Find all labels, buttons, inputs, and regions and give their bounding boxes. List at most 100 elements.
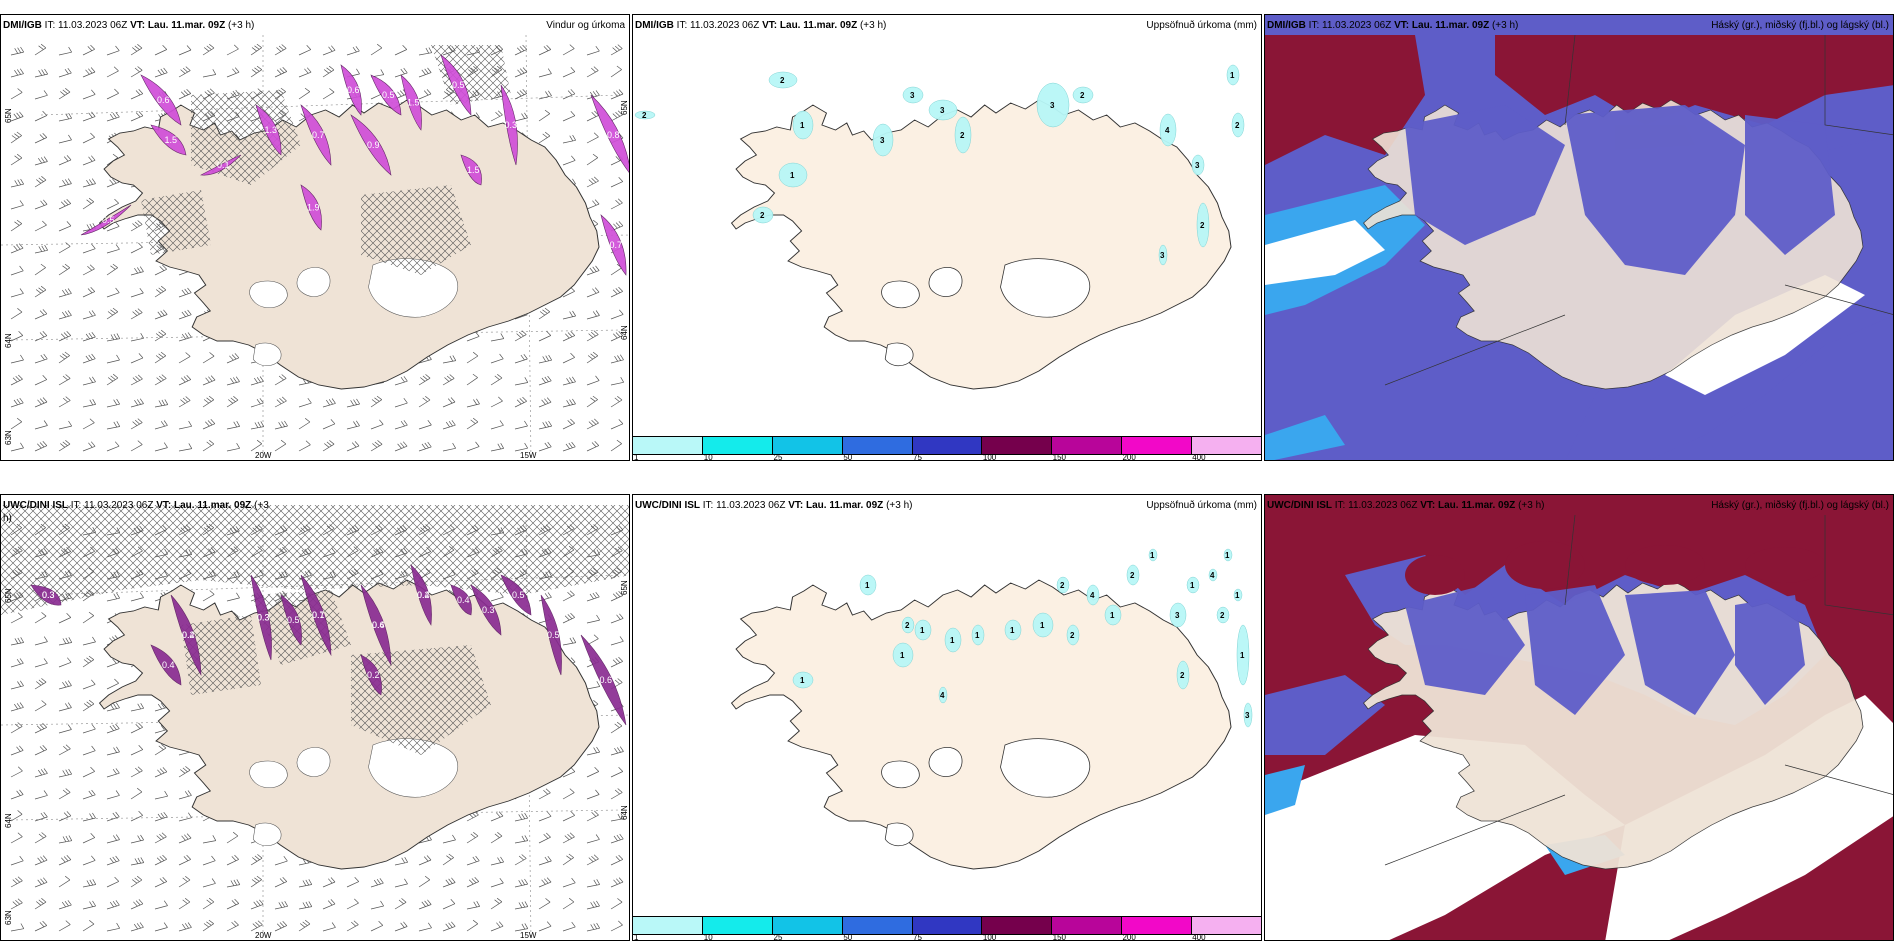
legend-color-swatch bbox=[772, 437, 843, 454]
contour-value-label: 2 bbox=[780, 76, 785, 85]
model-name: DMI/IGB bbox=[3, 20, 42, 31]
panel-accum-precip-uwc: 1 1 1 1 1 1 1 2 4 1 2 3 2 2 1 1 2 4 1 1 3 4 2 1 1 UWC/DINI ISL IT… bbox=[632, 494, 1262, 941]
precip-value-label: 0.7 bbox=[312, 130, 325, 140]
contour-value-label: 4 bbox=[1165, 126, 1170, 135]
legend-tick-label: 1 bbox=[634, 453, 639, 461]
vt-label: VT: bbox=[762, 20, 778, 31]
valid-time: Lau. 11.mar. 09Z bbox=[806, 500, 884, 511]
contour-value-label: 2 bbox=[1200, 221, 1205, 230]
legend-color-swatch bbox=[982, 437, 1053, 454]
longitude-label: 15W bbox=[520, 931, 537, 940]
panel-clouds-uwc: UWC/DINI ISL IT: 11.03.2023 06Z VT: Lau.… bbox=[1264, 494, 1894, 941]
contour-value-label: 1 bbox=[920, 626, 925, 635]
contour-value-label: 3 bbox=[1195, 161, 1200, 170]
panel-title: Háský (gr.), miðský (fj.bl.) og lágský (… bbox=[1711, 500, 1889, 511]
cloud-cover-map bbox=[1265, 495, 1893, 940]
precip-value-label: 0.1 bbox=[217, 160, 230, 170]
model-name: DMI/IGB bbox=[1267, 20, 1306, 31]
contour-value-label: 1 bbox=[900, 651, 905, 660]
precip-value-label: 0.5 bbox=[547, 630, 560, 640]
legend-tick-label: 400 bbox=[1192, 453, 1206, 461]
precip-value-label: 0.5 bbox=[102, 215, 115, 225]
init-time: 11.03.2023 06Z bbox=[58, 20, 128, 31]
legend-tick-label: 150 bbox=[1052, 453, 1067, 461]
init-time: 11.03.2023 06Z bbox=[1322, 20, 1392, 31]
lead-time-continued: h) bbox=[3, 513, 12, 524]
latitude-label-right: 65N bbox=[620, 580, 629, 595]
legend-tick-label: 50 bbox=[843, 933, 853, 941]
precip-value-label: 0.6 bbox=[157, 95, 170, 105]
contour-value-label: 1 bbox=[1010, 626, 1015, 635]
init-time: 11.03.2023 06Z bbox=[690, 20, 760, 31]
precip-shading bbox=[80, 54, 629, 276]
it-label: IT: bbox=[44, 20, 56, 31]
legend-tick-label: 200 bbox=[1122, 453, 1136, 461]
panel-title: Háský (gr.), miðský (fj.bl.) og lágský (… bbox=[1711, 20, 1889, 31]
legend-tick-label: 10 bbox=[703, 453, 713, 461]
legend-tick-label: 50 bbox=[843, 453, 853, 461]
panel-clouds-dmi: DMI/IGB IT: 11.03.2023 06Z VT: Lau. 11.m… bbox=[1264, 14, 1894, 461]
legend-tick-label: 400 bbox=[1192, 933, 1206, 941]
wind-precip-map: 0.6 1.5 0.5 0.1 1.3 0.7 0.9 1.5 0.5 0.3 1.5 0.8 0.7 1… bbox=[1, 34, 629, 460]
contour-value-label: 2 bbox=[1080, 91, 1085, 100]
precip-value-label: 1.9 bbox=[307, 203, 320, 213]
contour-value-label: 2 bbox=[1060, 581, 1065, 590]
legend-color-swatch bbox=[842, 917, 913, 934]
precip-value-label: 1.5 bbox=[165, 135, 178, 145]
contour-value-label: 1 bbox=[1190, 581, 1195, 590]
lead-time: (+3 h) bbox=[1491, 20, 1519, 31]
contour-value-label: 2 bbox=[905, 621, 910, 630]
it-label: IT: bbox=[1308, 20, 1320, 31]
contour-value-label: 1 bbox=[1235, 591, 1240, 600]
precip-contours: 2 1 1 2 3 3 3 2 3 2 4 3 2 1 2 3 2 bbox=[634, 64, 1245, 266]
contour-value-label: 3 bbox=[1245, 711, 1250, 720]
precip-value-label: 0.2 bbox=[417, 590, 430, 600]
legend-tick-label: 200 bbox=[1122, 933, 1136, 941]
legend-tick-label: 100 bbox=[982, 933, 997, 941]
contour-value-label: 1 bbox=[800, 121, 805, 130]
valid-time: Lau. 11.mar. 09Z bbox=[1438, 500, 1516, 511]
model-name: UWC/DINI ISL bbox=[1267, 500, 1332, 511]
precip-value-label: 0.3 bbox=[42, 590, 55, 600]
contour-value-label: 2 bbox=[1130, 571, 1135, 580]
contour-value-label: 3 bbox=[910, 91, 915, 100]
legend-color-swatch bbox=[842, 437, 913, 454]
valid-time: Lau. 11.mar. 09Z bbox=[779, 20, 858, 31]
latitude-label: 64N bbox=[4, 333, 13, 348]
panel-accum-precip-dmi: 2 1 1 2 3 3 3 2 3 2 4 3 2 1 2 3 2 DMI/IGB IT: 11.03.2023 … bbox=[632, 14, 1262, 461]
legend-tick-label: 100 bbox=[982, 453, 997, 461]
precip-value-label: 0.6 bbox=[347, 85, 360, 95]
init-time: 11.03.2023 06Z bbox=[1348, 500, 1418, 511]
precip-shading bbox=[30, 564, 627, 726]
precip-value-label: 0.5 bbox=[287, 615, 300, 625]
contour-value-label: 2 bbox=[760, 211, 765, 220]
cloud-cover-map bbox=[1265, 15, 1893, 460]
precip-value-label: 0.5 bbox=[512, 590, 525, 600]
longitude-label: 20W bbox=[255, 931, 272, 940]
latitude-label: 63N bbox=[4, 430, 13, 445]
contour-value-label: 1 bbox=[1230, 71, 1235, 80]
contour-value-label: 3 bbox=[1175, 611, 1180, 620]
longitude-label: 15W bbox=[520, 451, 537, 460]
contour-value-label: 1 bbox=[790, 171, 795, 180]
iceland-landmass bbox=[98, 579, 600, 870]
lead-time: (+3 h) bbox=[227, 20, 255, 31]
contour-value-label: 1 bbox=[1110, 611, 1115, 620]
precip-value-label: 0.5 bbox=[452, 80, 465, 90]
legend-color-swatch bbox=[1052, 917, 1123, 934]
lead-time: (+3 h) bbox=[886, 500, 913, 511]
contour-value-label: 1 bbox=[800, 676, 805, 685]
precip-value-label: 0.4 bbox=[372, 620, 385, 630]
precip-value-label: 0.3 bbox=[42, 590, 55, 600]
contour-value-label: 1 bbox=[975, 631, 980, 640]
panel-title: Uppsöfnuð úrkoma (mm) bbox=[1146, 500, 1257, 511]
legend-tick-label: 10 bbox=[703, 933, 713, 941]
latitude-label: 64N bbox=[4, 813, 13, 828]
init-time: 11.03.2023 06Z bbox=[84, 500, 154, 511]
valid-time: Lau. 11.mar. 09Z bbox=[1411, 20, 1490, 31]
latitude-label-right: 64N bbox=[620, 805, 629, 820]
legend-color-swatch bbox=[1192, 437, 1261, 454]
legend-color-swatch bbox=[982, 917, 1053, 934]
legend-color-swatch bbox=[633, 437, 703, 454]
domain-boundaries bbox=[1384, 514, 1893, 866]
